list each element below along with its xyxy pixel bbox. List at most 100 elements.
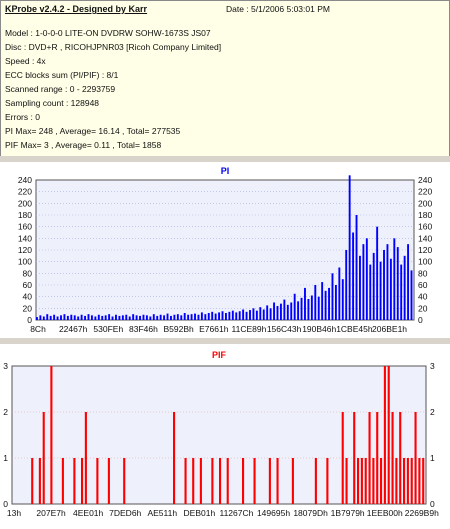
data-bar: [46, 314, 49, 320]
y-tick-label-left: 220: [18, 187, 32, 197]
data-bar: [156, 315, 159, 320]
data-bar: [225, 313, 227, 320]
data-bar: [173, 314, 176, 320]
data-bar: [104, 315, 107, 320]
data-bar: [380, 458, 383, 504]
scan-info-panel: KProbe v2.4.2 - Designed by Karr Date : …: [0, 0, 450, 157]
data-bar: [410, 270, 413, 320]
data-bar: [334, 285, 337, 320]
data-bar: [372, 252, 375, 320]
data-bar: [231, 310, 234, 320]
data-bar: [115, 314, 117, 320]
data-bar: [368, 412, 371, 504]
y-tick-label-right: 220: [418, 187, 432, 197]
data-bar: [96, 458, 99, 504]
data-bar: [324, 290, 327, 320]
data-bar: [379, 261, 382, 320]
y-tick-label-right: 80: [418, 268, 428, 278]
data-bar: [310, 295, 313, 320]
data-bar: [268, 458, 271, 504]
data-bar: [180, 315, 183, 320]
data-bar: [87, 314, 90, 320]
x-tick-label: 11CE89h: [232, 324, 267, 334]
data-bar: [66, 315, 69, 320]
data-bar: [135, 315, 138, 320]
data-bar: [400, 264, 403, 320]
data-bar: [145, 315, 148, 320]
data-bar: [61, 458, 64, 504]
data-bar: [190, 314, 193, 320]
y-tick-label-left: 140: [18, 233, 32, 243]
pif-chart-panel: PIF 0 0 1 1 2 2 3 3 13h 207E7h 4EE01h 7DED6h AE511h DE…: [0, 344, 450, 529]
y-tick-label-right: 40: [418, 292, 428, 302]
data-bar: [362, 244, 365, 320]
data-bar: [200, 312, 203, 320]
data-bar: [376, 412, 379, 504]
data-bar: [38, 458, 41, 504]
data-bar: [396, 247, 399, 320]
data-bar: [286, 304, 289, 320]
data-bar: [176, 314, 179, 320]
data-bar: [352, 232, 355, 320]
y-tick-label-left: 160: [18, 222, 32, 232]
y-tick-label-left: 60: [23, 280, 33, 290]
data-bar: [42, 412, 45, 504]
y-tick-label-left: 1: [3, 453, 8, 463]
data-bar: [389, 258, 392, 320]
data-bar: [422, 458, 425, 504]
data-bar: [84, 412, 87, 504]
data-bar: [391, 412, 394, 504]
x-tick-label: 156C43h: [267, 324, 302, 334]
data-bar: [173, 412, 176, 504]
x-tick-label: 4EE01h: [73, 508, 104, 518]
y-tick-label-right: 0: [430, 499, 435, 509]
y-tick-label-left: 3: [3, 361, 8, 371]
data-bar: [364, 458, 367, 504]
data-bar: [297, 301, 300, 320]
data-bar: [204, 314, 207, 320]
x-tick-label: 206BE1h: [372, 324, 407, 334]
y-tick-label-left: 0: [3, 499, 8, 509]
data-bar: [163, 315, 166, 320]
x-tick-label: E7661h: [199, 324, 229, 334]
data-bar: [128, 316, 131, 320]
data-bar: [269, 308, 272, 320]
data-bar: [395, 458, 398, 504]
data-bar: [249, 310, 251, 320]
data-bar: [314, 285, 317, 320]
data-bar: [183, 313, 186, 320]
sampling-line: Sampling count : 128948: [5, 98, 100, 108]
pif-summary-line: PIF Max= 3 , Average= 0.11 , Total= 1858: [5, 140, 162, 150]
data-bar: [387, 366, 390, 504]
data-bar: [341, 279, 344, 320]
data-bar: [276, 458, 279, 504]
data-bar: [245, 311, 248, 320]
data-bar: [276, 306, 279, 320]
data-bar: [403, 458, 406, 504]
data-bar: [70, 314, 73, 320]
y-tick-label-right: 20: [418, 303, 428, 313]
data-bar: [353, 412, 356, 504]
x-tick-label: 22467h: [59, 324, 88, 334]
data-bar: [357, 458, 360, 504]
x-tick-label: 13h: [7, 508, 21, 518]
data-bar: [214, 313, 217, 320]
data-bar: [345, 458, 348, 504]
data-bar: [111, 316, 114, 320]
data-bar: [331, 273, 334, 320]
y-tick-label-right: 160: [418, 222, 432, 232]
x-tick-label: AE511h: [147, 508, 177, 518]
data-bar: [321, 282, 324, 320]
y-tick-label-left: 80: [23, 268, 33, 278]
y-tick-label-right: 0: [418, 315, 423, 325]
data-bar: [50, 366, 53, 504]
y-tick-label-right: 120: [418, 245, 432, 255]
data-bar: [403, 255, 406, 320]
data-bar: [255, 310, 258, 320]
data-bar: [259, 307, 262, 320]
data-bar: [31, 458, 34, 504]
range-line: Scanned range : 0 - 2293759: [5, 84, 116, 94]
data-bar: [410, 458, 413, 504]
y-tick-label-left: 120: [18, 245, 32, 255]
